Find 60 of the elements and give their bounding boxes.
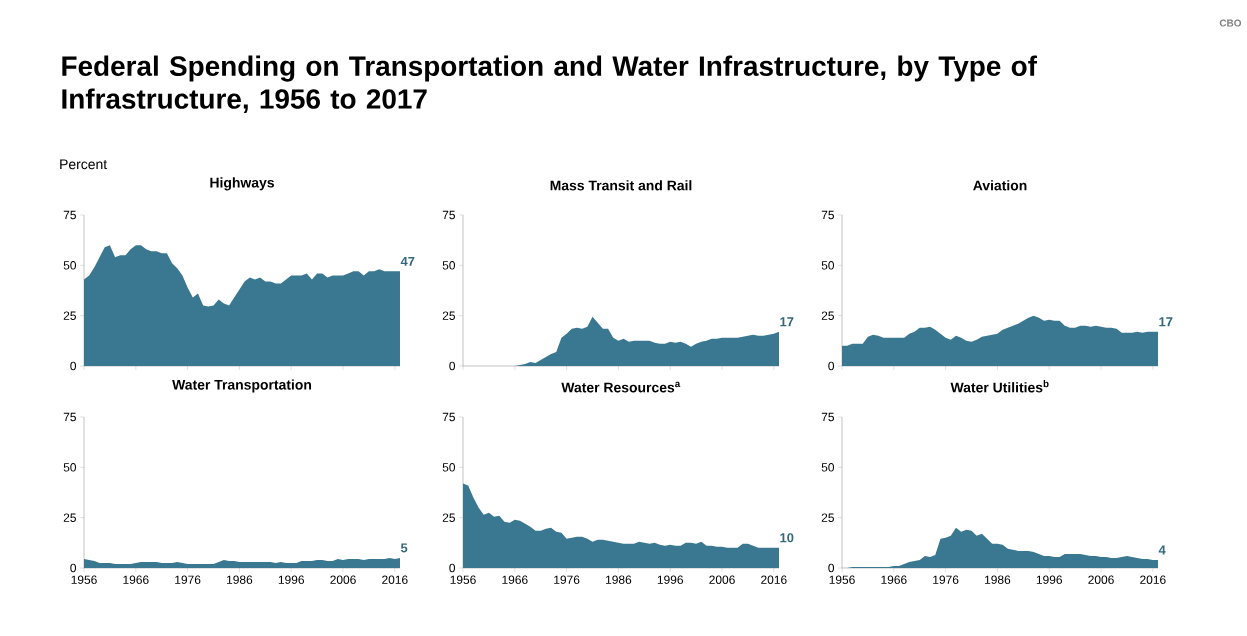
data-label: 17 [1159, 317, 1173, 327]
y-tick-label: 25 [442, 513, 455, 522]
chart-title: Water Resources$^{a}$ [561, 381, 681, 393]
y-tick-label: 25 [63, 311, 76, 320]
text: Federal Spending on Transportation and Water Infrastructure, by Type of Infrastructure, 1956 to 2017 [62, 55, 1038, 113]
y-tick-label: 25 [821, 513, 834, 522]
chart-title: Water Transportation [172, 379, 312, 393]
data-label: 47 [400, 256, 415, 266]
x-tick-label: 1966 [123, 575, 149, 584]
y-tick-label: 75 [442, 210, 455, 220]
x-tick-label: 1996 [1036, 575, 1062, 584]
x-tick-label: 1956 [71, 575, 97, 584]
x-tick-label: 2006 [330, 575, 356, 584]
data-label: 10 [780, 533, 794, 543]
y-tick-label: 25 [63, 513, 76, 522]
y-tick-label: 0 [449, 361, 456, 371]
x-tick-label: 2016 [761, 575, 787, 584]
y-tick-label: 50 [821, 261, 835, 270]
y-tick-label: 0 [828, 563, 835, 573]
x-tick-label: 1976 [554, 575, 580, 584]
y-tick-label: 75 [442, 412, 455, 422]
y-tick-label: 50 [821, 463, 835, 472]
x-tick-label: 1986 [606, 575, 632, 584]
y-tick-label: 50 [442, 261, 456, 270]
data-label: 4 [1158, 545, 1166, 555]
y-tick-label: 75 [821, 210, 834, 220]
x-tick-label: 2016 [1140, 575, 1166, 584]
x-tick-label: 2006 [1088, 575, 1114, 584]
data-label: 5 [400, 543, 408, 553]
x-tick-label: 1956 [450, 575, 476, 584]
y-tick-label: 0 [828, 361, 835, 371]
y-tick-label: 50 [442, 463, 456, 472]
chart-title: Water Utilities$^{b}$ [950, 379, 1049, 393]
y-tick-label: 0 [449, 563, 456, 573]
x-tick-label: 2016 [382, 575, 408, 584]
chart-title: Mass Transit and Rail [550, 180, 692, 191]
x-tick-label: 1966 [502, 575, 528, 584]
y-tick-label: 25 [821, 311, 834, 320]
y-tick-label: 50 [63, 261, 77, 270]
x-tick-label: 1986 [227, 575, 253, 584]
x-tick-label: 1986 [985, 575, 1011, 584]
data-label: 17 [780, 317, 794, 327]
chart-title: Highways [210, 177, 274, 191]
x-tick-label: 1996 [657, 575, 683, 584]
chart-title: Aviation [973, 180, 1027, 191]
x-tick-label: 1956 [829, 575, 855, 584]
x-tick-label: 1966 [881, 575, 907, 584]
x-tick-label: 1976 [175, 575, 201, 584]
x-tick-label: 1996 [278, 575, 304, 584]
y-tick-label: 75 [63, 210, 76, 220]
y-tick-label: 50 [63, 463, 77, 472]
y-tick-label: 25 [442, 311, 455, 320]
y-tick-label: 75 [63, 412, 76, 422]
x-tick-label: 2006 [709, 575, 735, 584]
y-axis-title: Percent [60, 159, 108, 170]
text: CBO [1219, 19, 1242, 27]
y-tick-label: 0 [70, 563, 77, 573]
x-tick-label: 1976 [933, 575, 959, 584]
y-tick-label: 0 [70, 361, 77, 371]
y-tick-label: 75 [821, 412, 834, 422]
